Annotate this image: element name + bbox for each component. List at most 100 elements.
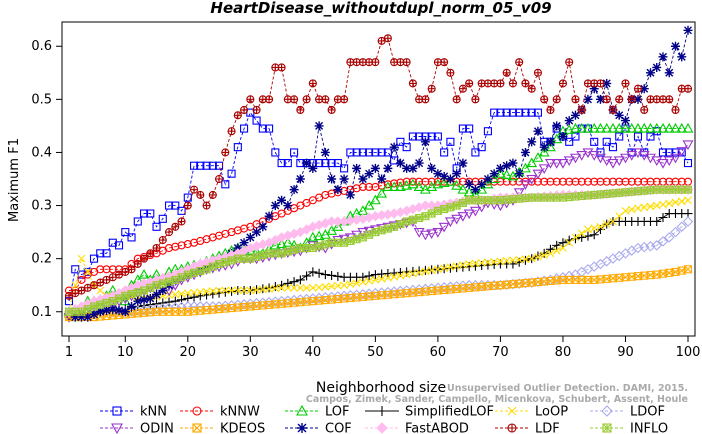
data-point <box>565 177 574 186</box>
data-point <box>371 58 380 67</box>
data-point <box>538 146 550 157</box>
data-point <box>657 122 669 133</box>
data-point <box>552 121 562 131</box>
data-point <box>413 181 425 192</box>
data-point <box>71 265 80 274</box>
data-point <box>297 423 307 433</box>
data-point <box>339 174 349 184</box>
data-point <box>269 239 281 250</box>
data-point <box>463 209 475 220</box>
data-point <box>633 84 643 93</box>
data-point <box>114 305 124 315</box>
data-point <box>521 79 530 88</box>
data-point <box>192 423 202 433</box>
data-point <box>552 246 561 255</box>
data-point <box>164 228 174 237</box>
data-point <box>83 312 93 322</box>
data-point <box>571 177 580 186</box>
data-point <box>189 292 199 302</box>
data-point <box>564 116 574 126</box>
data-point <box>602 220 611 229</box>
data-point <box>377 406 387 416</box>
data-point <box>371 276 380 284</box>
data-point <box>352 235 361 244</box>
data-point <box>208 287 217 295</box>
data-point <box>496 108 505 117</box>
data-point <box>427 84 436 93</box>
data-point <box>171 290 180 299</box>
data-point <box>320 147 330 157</box>
data-point <box>640 203 649 212</box>
data-point <box>408 215 417 224</box>
data-point <box>615 95 624 104</box>
data-point <box>583 94 593 104</box>
data-point <box>290 245 299 254</box>
data-point <box>589 84 599 94</box>
legend-label: LDOF <box>630 405 665 420</box>
data-point <box>557 159 569 169</box>
data-point <box>607 122 619 133</box>
data-point <box>314 121 324 131</box>
data-point <box>332 221 344 231</box>
legend-item: LDF <box>495 422 560 434</box>
data-point <box>627 95 636 104</box>
data-point <box>470 185 480 195</box>
data-point <box>71 281 80 290</box>
data-point <box>552 95 561 104</box>
data-point <box>215 174 224 184</box>
data-point <box>458 124 467 133</box>
x-tick-label: 100 <box>676 345 701 360</box>
data-point <box>438 222 450 233</box>
data-point <box>158 286 168 296</box>
data-point <box>432 228 444 238</box>
data-point <box>545 244 555 254</box>
data-point <box>415 132 424 141</box>
data-point <box>640 105 649 115</box>
data-point <box>83 268 92 276</box>
data-point <box>183 270 192 279</box>
y-tick-label: 0.5 <box>31 92 52 107</box>
data-point <box>388 181 400 192</box>
data-point <box>314 268 324 278</box>
data-point <box>408 79 417 88</box>
data-point <box>551 133 563 144</box>
legend-item: INFLO <box>590 422 668 434</box>
data-point <box>196 288 205 296</box>
data-point <box>89 309 99 319</box>
data-point <box>513 188 525 198</box>
data-point <box>445 174 455 184</box>
data-point <box>677 52 687 62</box>
data-point <box>265 285 273 293</box>
data-point <box>258 285 267 294</box>
data-point <box>665 148 674 157</box>
data-point <box>258 124 267 133</box>
data-point <box>640 177 649 186</box>
data-point <box>327 174 337 184</box>
data-point <box>196 266 205 276</box>
data-point <box>77 275 86 284</box>
data-point <box>477 143 486 152</box>
data-point <box>409 269 417 278</box>
data-point <box>308 283 317 292</box>
data-point <box>252 116 261 125</box>
data-point <box>283 159 292 168</box>
data-point <box>346 236 355 246</box>
legend-label: kNN <box>140 405 167 420</box>
data-point <box>663 122 675 133</box>
data-point <box>307 231 319 242</box>
data-point <box>364 271 374 281</box>
y-tick-label: 0.3 <box>31 199 52 214</box>
data-point <box>438 177 450 188</box>
data-point <box>152 243 161 253</box>
data-point <box>670 122 681 133</box>
data-point <box>658 148 668 157</box>
data-point <box>614 110 624 120</box>
data-point <box>158 236 167 245</box>
data-point <box>327 282 336 291</box>
data-point <box>520 255 530 265</box>
data-point <box>358 278 367 286</box>
data-point <box>415 213 424 222</box>
data-point <box>333 271 343 281</box>
data-point <box>264 211 274 221</box>
data-point <box>333 185 343 195</box>
